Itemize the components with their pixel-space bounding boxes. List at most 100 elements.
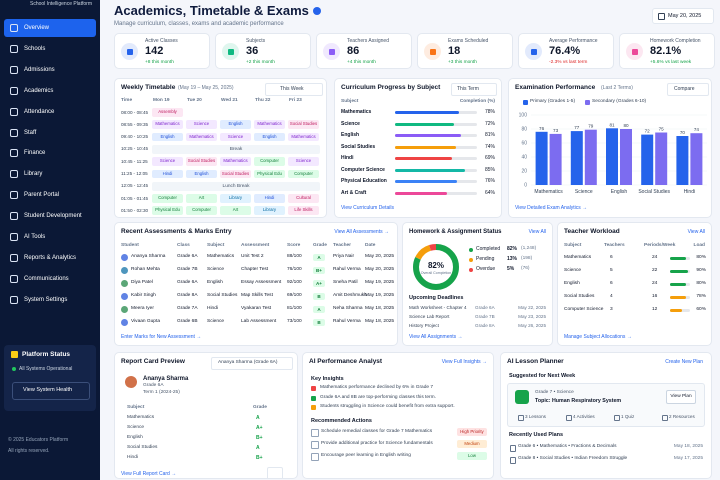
kpi-value: 76.4% [549,45,581,57]
date-label: May 20, 2025 [668,12,702,19]
subject-label: Computer [192,207,211,213]
grade-label: A+ [315,280,322,286]
nav-item[interactable]: Reports & Analytics [4,249,96,267]
card-link[interactable]: Manage Subject Allocations → [564,334,632,340]
column-header: Periods/Week [644,243,676,248]
filter[interactable]: This Term [451,83,497,96]
student-name: Diya Patel [131,280,153,285]
date-picker[interactable]: May 20, 2025 [652,8,714,24]
card-link[interactable]: View All [528,229,546,235]
cell: Chapter Test [241,267,269,272]
column-header: Completion (%) [459,99,495,104]
nav-item[interactable]: Parent Portal [4,186,96,204]
avatar [121,305,128,313]
subject-label: Science [295,158,312,164]
legend-swatch [585,100,590,105]
class-pill: Mathematics [152,120,183,129]
student-selector[interactable]: Ananya Sharma (Grade 6A) [211,357,293,370]
card-link[interactable]: Enter Marks for New Assessment → [121,334,202,340]
subject-label: Computer [260,158,279,164]
status-button[interactable]: View System Health [12,382,90,400]
status-state: All Systems Operational [19,366,73,372]
avatar [121,253,128,261]
card-link[interactable]: Create New Plan [665,359,703,365]
legend-value: 82% [507,246,518,252]
load-bar [670,257,686,260]
card-link[interactable]: View Detailed Exam Analytics → [515,205,588,211]
bar [549,133,562,185]
cell: Map Skills Test [241,293,273,298]
nav-label: Schools [24,45,46,52]
recent-date: May 18, 2025 [673,444,703,449]
legend-label: Completed [476,246,501,252]
student-term: Term 1 (2024-25) [143,390,180,395]
filter[interactable]: This Week [265,83,323,96]
card-link[interactable]: View Curriculum Details [341,205,394,211]
cell: English [564,281,580,286]
subject-label: Physical Edu [257,170,282,176]
cell: May 18, 2025 [365,306,395,311]
subject: Mathematics [127,415,155,420]
nav-item[interactable]: Admissions [4,61,96,79]
download-button[interactable] [267,467,283,478]
nav-item[interactable]: Schools [4,40,96,58]
action-icon [311,441,319,449]
y-tick-label: 80 [521,127,527,133]
student-name: Ananya Sharma [143,376,189,382]
cell: 3 [610,307,613,312]
nav-item[interactable]: Communications [4,270,96,288]
kpi-delta: +5.6% vs last week [650,60,692,65]
cell: May 20, 2025 [365,254,395,259]
nav-item[interactable]: AI Tools [4,228,96,246]
view-plan-button[interactable]: View Plan [666,390,696,404]
plan-icon [515,390,529,404]
student-grade: Grade 6A [143,383,164,388]
subject: Science [127,425,145,430]
progress-bar [395,157,452,160]
cell: Hindi [207,306,218,311]
grade-badge: B [313,292,325,300]
grade-label: B+ [315,267,322,273]
kpi-icon-glyph [429,48,436,55]
nav-item[interactable]: Library [4,165,96,183]
cell: 16 [652,294,658,299]
card-link[interactable]: View All Assignments → [409,334,463,340]
subject-label: Science [341,120,360,127]
student-name: Meera Iyer [131,306,154,311]
nav-item[interactable]: Student Development [4,207,96,225]
cell: Unit Test 2 [241,254,264,259]
donut-segment [413,244,459,290]
card-title: Report Card Preview [121,358,185,365]
nav-item[interactable]: Finance [4,144,96,162]
card-link[interactable]: View Full Insights → [441,359,487,365]
donut-chart: 82%Overall Completion [413,244,459,290]
bar-value-label: 74 [694,127,700,132]
card-link[interactable]: View All Assessments → [334,229,389,235]
class-pill: Art [186,194,217,203]
card-link[interactable]: View Full Report Card → [121,471,177,477]
nav-item[interactable]: Staff [4,124,96,142]
value-label: 85% [484,166,495,173]
class-pill: Mathematics [220,157,251,166]
nav-item[interactable]: System Settings [4,291,96,309]
brand: School Intelligence Platform [30,1,92,7]
class-pill: Science [186,120,217,129]
subject: English [127,435,143,440]
time-slot: 12:05 - 12:45 [121,183,149,189]
cell: Social Studies [564,294,595,299]
card-link[interactable]: View All [687,229,705,235]
ai-analyst-card: AI Performance Analyst View Full Insights… [302,352,494,479]
column-header: Grade [253,405,267,410]
filter-label: Compare [674,86,695,92]
subject-label: Science [159,158,176,164]
section-title: Recommended Actions [311,418,372,424]
y-tick-label: 100 [519,113,528,119]
subject-label: Art & Craft [341,189,367,196]
subject-label: Computer Science [341,166,385,173]
donut-center-label: Overall Completion [421,271,452,275]
nav-item[interactable]: Overview [4,19,96,37]
nav-item[interactable]: Attendance [4,103,96,121]
nav-item[interactable]: Academics [4,82,96,100]
kpi-value: 36 [246,45,259,57]
filter[interactable]: Compare [667,83,709,96]
